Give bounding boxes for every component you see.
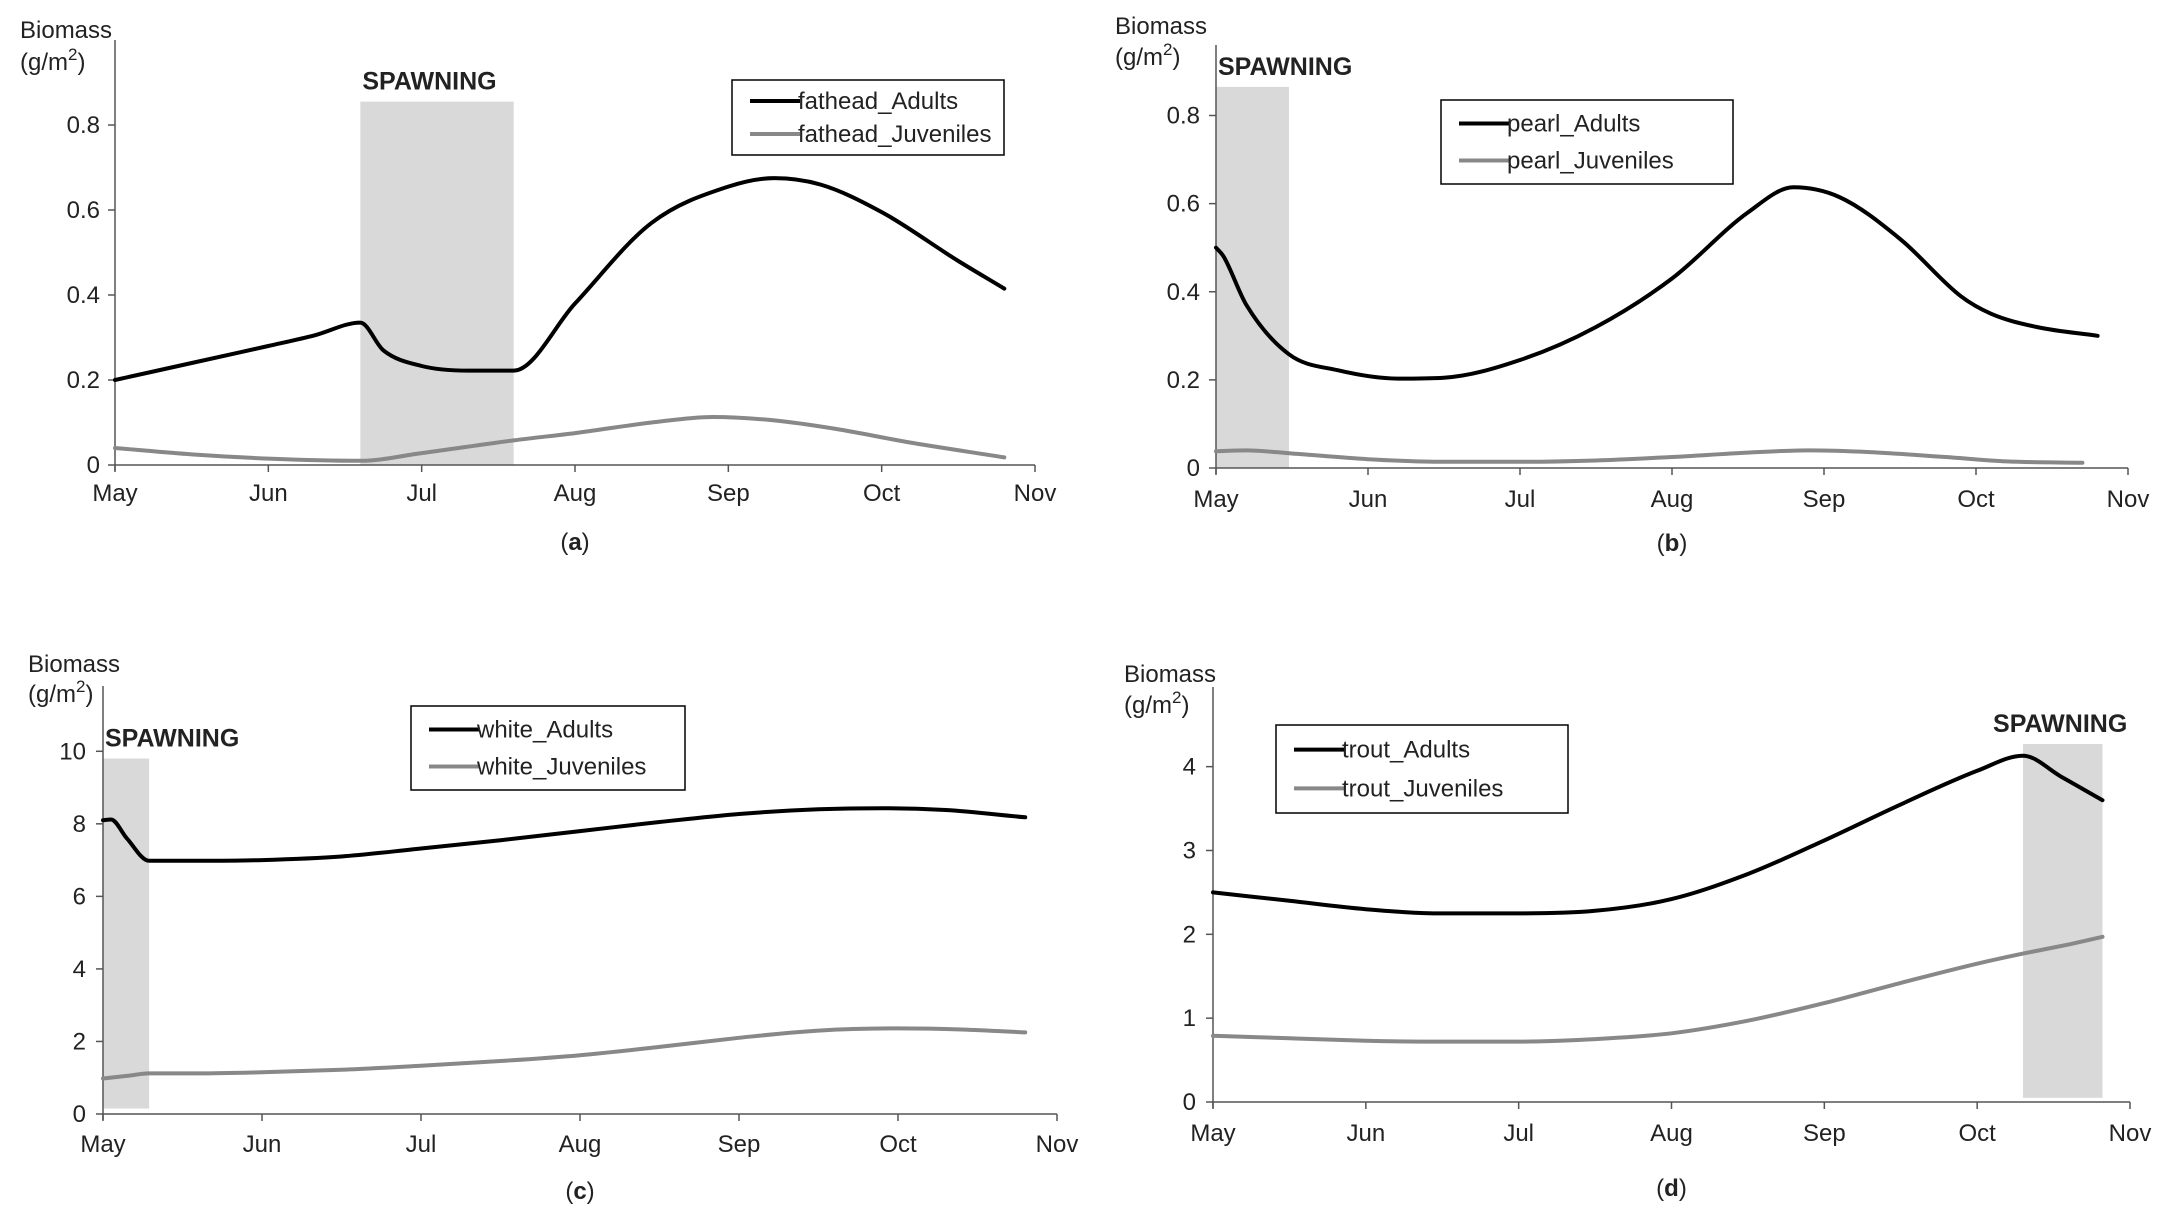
x-tick-label: Oct (1957, 486, 1995, 513)
spawning-label: SPAWNING (1993, 710, 2127, 738)
series-line-pearl_Adults (1214, 185, 2100, 381)
y-tick-label: 8 (73, 811, 86, 838)
x-tick-label: Jun (243, 1131, 282, 1158)
y-axis-label: Biomass (28, 651, 120, 678)
x-tick-label: Oct (879, 1131, 917, 1158)
legend-label: white_Juveniles (476, 753, 646, 780)
y-tick-label: 0 (87, 452, 100, 479)
legend-label: fathead_Juveniles (798, 121, 991, 148)
spawning-band (360, 101, 514, 465)
x-tick-label: Jun (1346, 1120, 1385, 1147)
x-tick-label: Sep (1803, 486, 1846, 513)
x-tick-label: May (1193, 486, 1238, 513)
panel-b: SPAWNING 0 0.2 0.4 0.6 0.8 May Jun Jul Aug Sep Oct N… (1115, 13, 2149, 557)
panel-label: (c) (565, 1178, 594, 1205)
x-tick-label: Nov (1036, 1131, 1079, 1158)
x-tick-label: May (80, 1131, 125, 1158)
y-tick-label: 0.2 (1167, 367, 1200, 394)
panel-a: SPAWNING 0 0.2 0.4 0.6 0.8 May Jun Jul Aug Sep Oct N… (20, 17, 1056, 556)
x-tick-label: Aug (559, 1131, 602, 1158)
y-tick-label: 10 (59, 738, 86, 765)
y-axis-label: Biomass (1124, 661, 1216, 688)
x-tick-label: Oct (1958, 1120, 1996, 1147)
x-tick-label: Jul (1505, 486, 1536, 513)
x-tick-label: May (1190, 1120, 1235, 1147)
legend (1440, 99, 1734, 185)
y-axis-unit: (g/m2) (1124, 688, 1189, 719)
y-tick-label: 0.4 (1167, 279, 1200, 306)
x-tick-label: Aug (1650, 1120, 1693, 1147)
x-tick-label: Jul (406, 1131, 437, 1158)
x-tick-label: Jul (1503, 1120, 1534, 1147)
spawning-band (2023, 744, 2103, 1098)
x-tick-label: Sep (1803, 1120, 1846, 1147)
x-tick-label: Aug (1651, 486, 1694, 513)
x-tick-label: Jun (1349, 486, 1388, 513)
y-tick-label: 0.8 (1167, 103, 1200, 130)
x-tick-label: Jun (249, 480, 288, 507)
panel-label: (d) (1656, 1175, 1687, 1202)
legend-label: pearl_Juveniles (1507, 147, 1674, 174)
y-tick-label: 0.2 (67, 367, 100, 394)
panel-label: (a) (560, 529, 589, 556)
legend (1275, 724, 1569, 814)
series-line-fathead_Adults (113, 176, 1007, 382)
x-tick-label: Sep (718, 1131, 761, 1158)
legend (731, 79, 1005, 156)
series-line-white_Adults (101, 806, 1028, 863)
y-tick-label: 3 (1183, 837, 1196, 864)
y-tick-label: 4 (73, 956, 86, 983)
y-tick-label: 0 (73, 1101, 86, 1128)
spawning-label: SPAWNING (1218, 53, 1352, 81)
x-tick-label: Jul (406, 480, 437, 507)
legend-label: white_Adults (476, 717, 613, 744)
y-tick-label: 4 (1183, 754, 1196, 781)
spawning-band (1216, 86, 1289, 468)
x-tick-label: Sep (707, 480, 750, 507)
panel-d: SPAWNING 0 1 2 3 4 May Jun Jul Aug Sep Oct Nov Biomas… (1124, 661, 2151, 1202)
y-tick-label: 0.8 (67, 112, 100, 139)
y-axis-label: Biomass (20, 17, 112, 44)
y-tick-label: 0.6 (1167, 191, 1200, 218)
x-tick-label: Nov (1014, 480, 1057, 507)
series-line-trout_Juveniles (1211, 934, 2105, 1044)
panel-c: SPAWNING 0 2 4 6 8 10 May Jun Jul Aug Sep Oct Nov Biom… (28, 651, 1078, 1205)
series-line-trout_Adults (1211, 753, 2105, 916)
series-line-pearl_Juveniles (1214, 448, 2085, 465)
spawning-label: SPAWNING (362, 68, 496, 96)
y-tick-label: 0.6 (67, 197, 100, 224)
y-tick-label: 6 (73, 883, 86, 910)
series-line-fathead_Juveniles (113, 415, 1007, 463)
y-tick-label: 0 (1183, 1089, 1196, 1116)
x-tick-label: Oct (863, 480, 901, 507)
y-axis-label: Biomass (1115, 13, 1207, 40)
y-tick-label: 2 (73, 1028, 86, 1055)
y-tick-label: 0 (1187, 455, 1200, 482)
y-axis-unit: (g/m2) (28, 677, 93, 708)
y-axis-unit: (g/m2) (1115, 40, 1180, 71)
x-tick-label: Nov (2109, 1120, 2152, 1147)
legend-label: fathead_Adults (798, 88, 958, 115)
y-tick-label: 0.4 (67, 282, 100, 309)
legend-label: trout_Adults (1342, 737, 1470, 764)
spawning-label: SPAWNING (105, 725, 239, 753)
y-tick-label: 2 (1183, 921, 1196, 948)
legend (410, 705, 686, 791)
y-tick-label: 1 (1183, 1005, 1196, 1032)
x-tick-label: Aug (554, 480, 597, 507)
legend-label: pearl_Adults (1507, 111, 1640, 138)
y-axis-unit: (g/m2) (20, 45, 85, 76)
series-line-white_Juveniles (101, 1026, 1028, 1081)
panel-label: (b) (1657, 530, 1688, 557)
spawning-band (103, 758, 150, 1109)
x-tick-label: Nov (2107, 486, 2150, 513)
x-tick-label: May (92, 480, 137, 507)
legend-label: trout_Juveniles (1342, 775, 1503, 802)
